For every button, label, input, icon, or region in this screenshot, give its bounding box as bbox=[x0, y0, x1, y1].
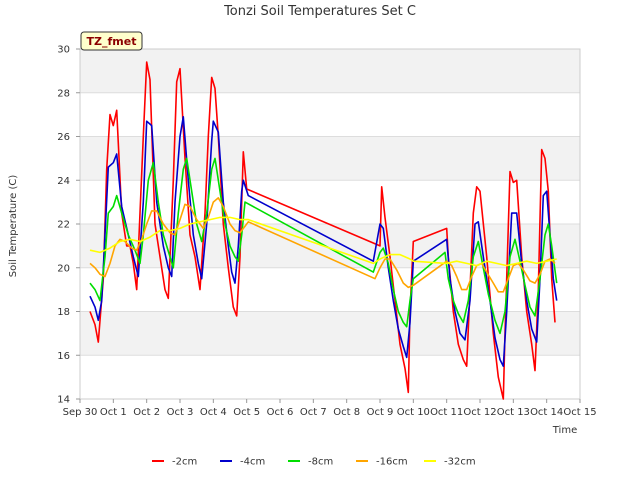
series-line-minus16cm bbox=[89, 197, 556, 293]
y-axis-title: Soil Temperature (C) bbox=[8, 175, 19, 278]
series-line-minus8cm bbox=[89, 157, 558, 335]
legend-label: -16cm bbox=[376, 457, 408, 468]
x-tick-label: Oct 4 bbox=[200, 407, 227, 418]
x-tick-label: Oct 1 bbox=[100, 407, 127, 418]
plot-band bbox=[80, 92, 580, 137]
plot-band bbox=[80, 136, 580, 181]
series-layer bbox=[89, 61, 558, 400]
x-axis-ticks: Sep 30 Oct 1 Oct 2 Oct 3 Oct 4 Oct 5 Oct 6 Oct … bbox=[63, 399, 597, 418]
plot-band bbox=[80, 224, 580, 268]
x-tick-label: Oct 9 bbox=[367, 407, 394, 418]
legend-label: -4cm bbox=[240, 457, 265, 468]
y-tick-label: 20 bbox=[57, 263, 70, 274]
x-tick-label: Oct 11 bbox=[430, 407, 463, 418]
x-tick-label: Oct 5 bbox=[233, 407, 260, 418]
series-line-minus4cm bbox=[89, 116, 558, 367]
series-line-minus32cm bbox=[89, 216, 557, 267]
y-tick-label: 22 bbox=[57, 220, 70, 231]
legend-label: -32cm bbox=[444, 457, 476, 468]
site-badge: TZ_fmet bbox=[80, 31, 143, 51]
legend-label: -8cm bbox=[308, 457, 333, 468]
x-tick-label: Oct 2 bbox=[133, 407, 160, 418]
x-tick-label: Oct 14 bbox=[530, 407, 563, 418]
y-tick-label: 14 bbox=[57, 395, 70, 406]
x-tick-label: Oct 8 bbox=[333, 407, 360, 418]
x-tick-label: Oct 3 bbox=[167, 407, 194, 418]
site-badge-label: TZ_fmet bbox=[87, 35, 137, 48]
x-tick-label: Oct 12 bbox=[463, 407, 496, 418]
y-tick-label: 24 bbox=[57, 176, 70, 187]
y-tick-label: 26 bbox=[57, 132, 70, 143]
plot-band bbox=[80, 180, 580, 224]
x-axis-title: Time bbox=[552, 425, 577, 436]
y-tick-label: 16 bbox=[57, 351, 70, 362]
x-tick-label: Oct 13 bbox=[497, 407, 530, 418]
chart-title: Tonzi Soil Temperatures Set C bbox=[223, 4, 416, 19]
site-badge-box bbox=[80, 31, 143, 51]
legend: -2cm -4cm -8cm -16cm -32cm bbox=[152, 457, 476, 468]
x-tick-label: Oct 15 bbox=[563, 407, 596, 418]
x-tick-label: Oct 7 bbox=[300, 407, 327, 418]
legend-label: -2cm bbox=[172, 457, 197, 468]
x-tick-label: Oct 10 bbox=[397, 407, 430, 418]
y-tick-label: 18 bbox=[57, 307, 70, 318]
x-tick-label: Oct 6 bbox=[267, 407, 294, 418]
y-tick-label: 30 bbox=[57, 45, 70, 56]
y-axis-ticks: 14 16 18 20 22 24 26 28 30 bbox=[57, 45, 80, 406]
plot-band bbox=[80, 49, 580, 93]
y-tick-label: 28 bbox=[57, 88, 70, 99]
x-tick-label: Sep 30 bbox=[63, 407, 98, 418]
